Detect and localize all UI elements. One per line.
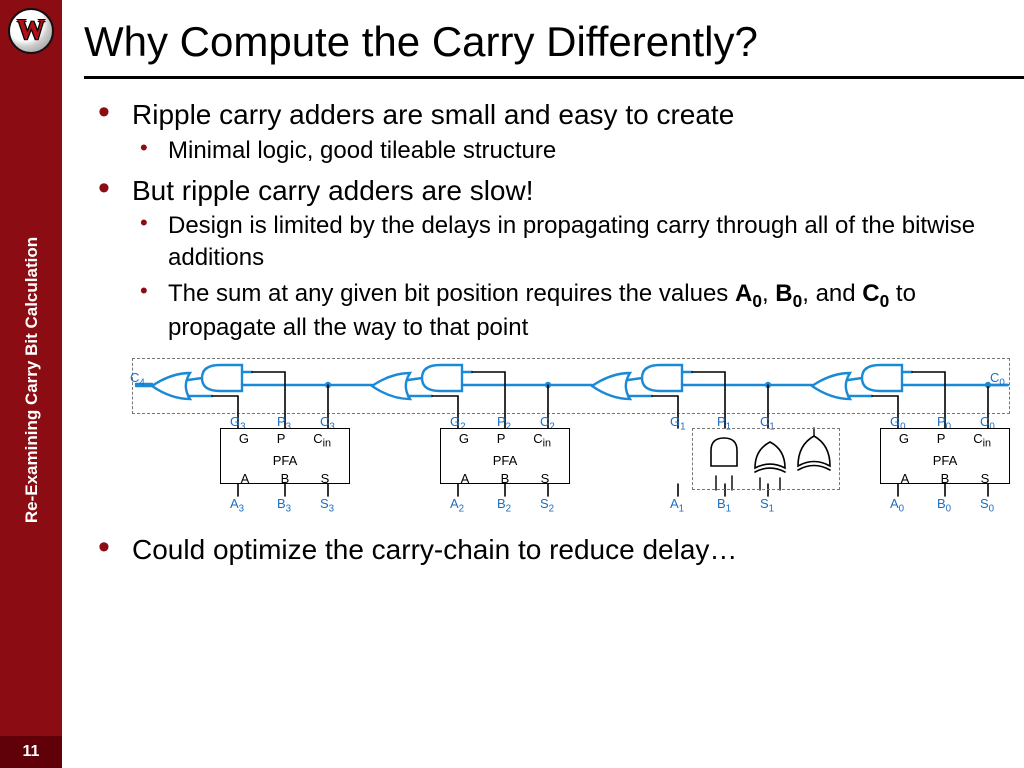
sidebar: W Re-Examining Carry Bit Calculation 11 xyxy=(0,0,62,768)
sidebar-title: Re-Examining Carry Bit Calculation xyxy=(22,200,42,560)
bullet-list-2: Could optimize the carry-chain to reduce… xyxy=(84,532,1010,568)
bullet-2-sub-2: The sum at any given bit position requir… xyxy=(132,278,1010,344)
bullet-1: Ripple carry adders are small and easy t… xyxy=(84,97,1010,167)
bullet-3: Could optimize the carry-chain to reduce… xyxy=(84,532,1010,568)
page-number: 11 xyxy=(0,736,62,768)
title-rule xyxy=(84,76,1024,79)
slide-content: Why Compute the Carry Differently? Rippl… xyxy=(62,0,1024,768)
ripple-carry-diagram: C4C0G3P3C3GPCinPFAABSA3B3S3G2P2C2GPCinPF… xyxy=(132,354,1012,524)
logo-letter: W xyxy=(17,15,45,47)
bullet-2-sub-1: Design is limited by the delays in propa… xyxy=(132,210,1010,273)
bullet-2: But ripple carry adders are slow! Design… xyxy=(84,173,1010,344)
logo-badge: W xyxy=(8,8,54,54)
bullet-list: Ripple carry adders are small and easy t… xyxy=(84,97,1010,344)
slide-title: Why Compute the Carry Differently? xyxy=(84,14,1010,76)
bullet-1-sub-1: Minimal logic, good tileable structure xyxy=(132,135,1010,167)
bullet-1-text: Ripple carry adders are small and easy t… xyxy=(132,99,734,130)
bullet-2-text: But ripple carry adders are slow! xyxy=(132,175,534,206)
